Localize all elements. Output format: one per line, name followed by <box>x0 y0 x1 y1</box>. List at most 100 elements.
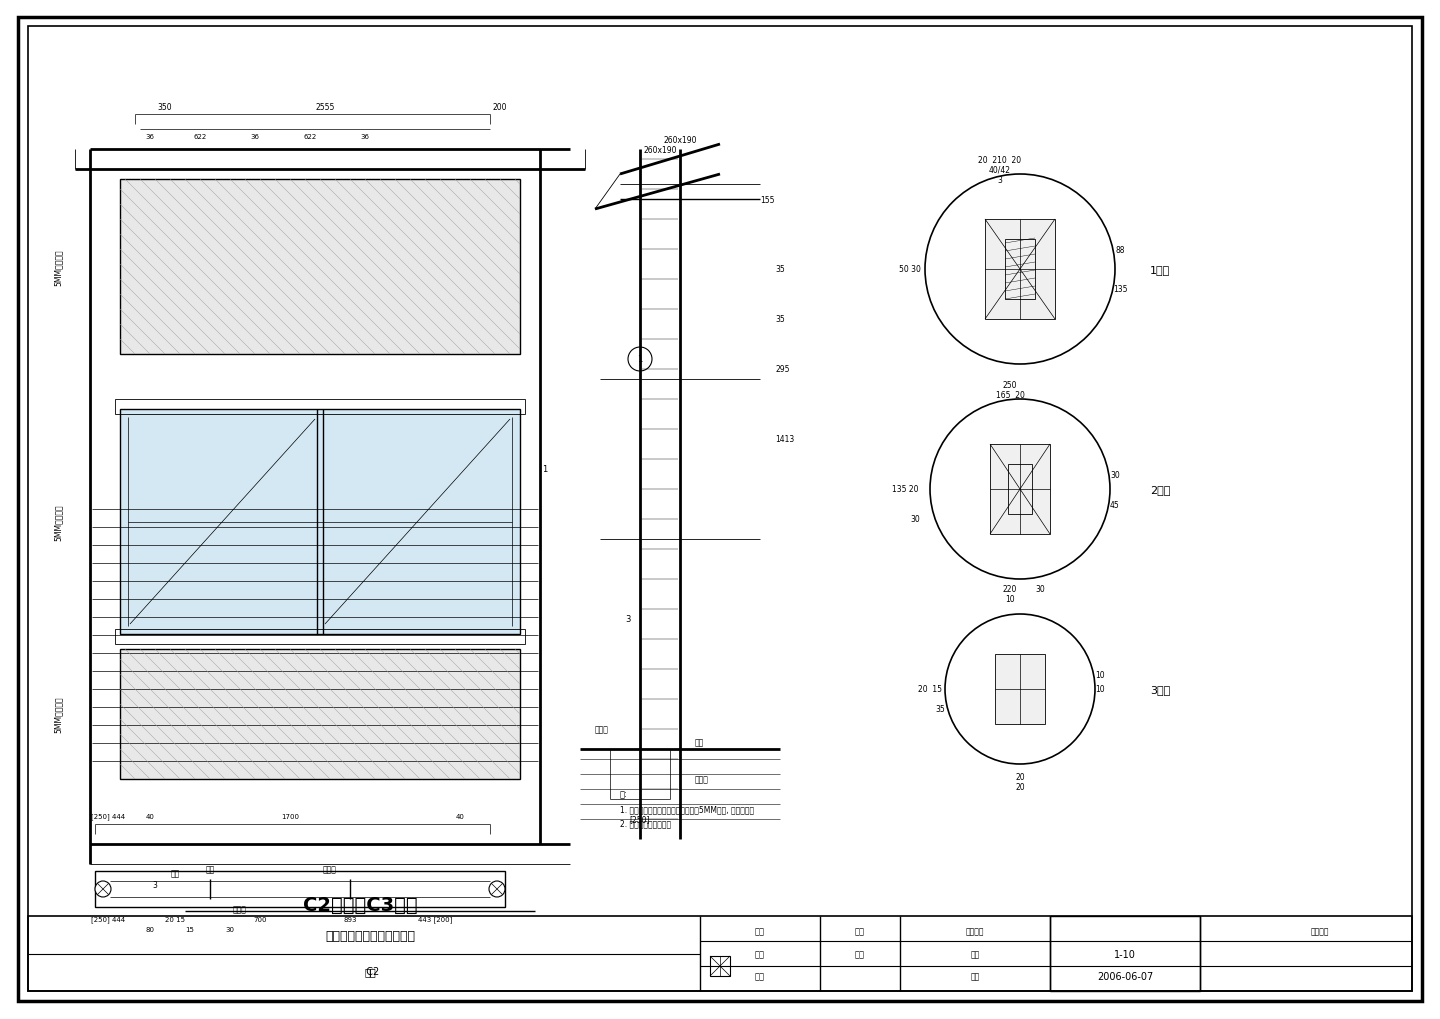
Text: 1: 1 <box>638 356 642 364</box>
Text: 3: 3 <box>625 614 631 624</box>
Text: 1: 1 <box>543 465 547 474</box>
Bar <box>1005 239 1035 300</box>
Text: 1-10: 1-10 <box>1115 949 1136 959</box>
Text: 地板: 地板 <box>696 738 704 747</box>
Bar <box>995 654 1045 725</box>
Circle shape <box>490 881 505 897</box>
Text: 3: 3 <box>998 175 1002 184</box>
Bar <box>27 916 1413 991</box>
Text: [250]: [250] <box>629 815 651 823</box>
Text: 20: 20 <box>1015 782 1025 791</box>
Text: 混凝土: 混凝土 <box>696 774 708 784</box>
Text: 披管: 披管 <box>170 868 180 877</box>
Text: 622: 622 <box>193 133 206 140</box>
Text: 36: 36 <box>145 133 154 140</box>
Text: 220: 220 <box>1002 585 1017 594</box>
Text: 88: 88 <box>1115 246 1125 255</box>
Text: 安宁寄养点儿童木制活动室: 安宁寄养点儿童木制活动室 <box>325 929 415 943</box>
Text: 1700: 1700 <box>281 813 300 819</box>
Bar <box>120 649 520 780</box>
Text: 审核: 审核 <box>755 971 765 980</box>
Text: 10: 10 <box>1096 685 1104 694</box>
Bar <box>985 220 1056 320</box>
Text: 校核: 校核 <box>755 950 765 959</box>
Text: 36: 36 <box>360 133 370 140</box>
Text: 2006-06-07: 2006-06-07 <box>1097 971 1153 981</box>
Bar <box>991 444 1050 535</box>
Text: 5MM乳化玻璃: 5MM乳化玻璃 <box>53 249 62 285</box>
Circle shape <box>924 175 1115 365</box>
Circle shape <box>945 614 1094 764</box>
Text: 1. 玻璃压条与玻璃之间所有处须填充5MM凹槽, 打胶须做。: 1. 玻璃压条与玻璃之间所有处须填充5MM凹槽, 打胶须做。 <box>621 805 755 814</box>
Text: 250: 250 <box>1002 380 1017 389</box>
Text: 固定窗: 固定窗 <box>323 865 337 873</box>
Text: 260x190: 260x190 <box>644 146 677 154</box>
Text: 接连节: 接连节 <box>233 905 246 914</box>
Text: 200: 200 <box>492 102 507 111</box>
Text: 张璇: 张璇 <box>855 950 865 959</box>
Text: 40: 40 <box>455 813 465 819</box>
Text: 20: 20 <box>1015 771 1025 781</box>
Text: 设计: 设计 <box>755 926 765 935</box>
Text: 20 15: 20 15 <box>166 916 184 922</box>
Text: 45: 45 <box>1110 500 1120 510</box>
Text: 700: 700 <box>253 916 266 922</box>
Circle shape <box>95 881 111 897</box>
Text: 青石板: 青石板 <box>595 725 609 734</box>
Text: 5MM乳化玻璃: 5MM乳化玻璃 <box>53 696 62 733</box>
Text: 40: 40 <box>145 813 154 819</box>
Bar <box>120 179 520 355</box>
Text: 893: 893 <box>343 916 357 922</box>
Text: 35: 35 <box>775 265 785 274</box>
Text: 35: 35 <box>935 705 945 713</box>
Text: 日期: 日期 <box>971 971 979 980</box>
Text: 155: 155 <box>760 196 775 204</box>
Text: 1大样: 1大样 <box>1151 265 1171 275</box>
Text: 10: 10 <box>1005 595 1015 604</box>
Text: 比例: 比例 <box>971 950 979 959</box>
Text: 30: 30 <box>1035 585 1045 594</box>
Text: 1413: 1413 <box>775 435 795 444</box>
Text: 5MM钢化玻璃: 5MM钢化玻璃 <box>53 503 62 540</box>
Text: [250] 444: [250] 444 <box>91 916 125 922</box>
Text: 36: 36 <box>251 133 259 140</box>
Text: 2. 披窗立柱挂上布条。: 2. 披窗立柱挂上布条。 <box>621 818 671 827</box>
Circle shape <box>930 399 1110 580</box>
Text: 135: 135 <box>1113 285 1128 294</box>
Text: 图纸编号: 图纸编号 <box>966 926 985 935</box>
Text: 260x190: 260x190 <box>664 136 697 145</box>
Text: 80: 80 <box>145 926 154 932</box>
Text: 2555: 2555 <box>315 102 334 111</box>
Text: [250] 444: [250] 444 <box>91 813 125 819</box>
Text: 350: 350 <box>158 102 173 111</box>
Bar <box>115 630 526 644</box>
Bar <box>115 399 526 415</box>
Text: 3: 3 <box>153 880 157 890</box>
Text: 10: 10 <box>1096 669 1104 679</box>
Text: 35: 35 <box>775 315 785 324</box>
Bar <box>120 410 520 635</box>
Text: 20  210  20: 20 210 20 <box>978 155 1021 164</box>
Text: 40/42: 40/42 <box>989 165 1011 174</box>
Bar <box>710 956 730 976</box>
Text: 295: 295 <box>775 365 789 374</box>
Text: 622: 622 <box>304 133 317 140</box>
Bar <box>95 871 505 907</box>
Text: 2大样: 2大样 <box>1151 484 1171 494</box>
Text: 50 30: 50 30 <box>899 265 922 274</box>
Text: C2: C2 <box>360 966 380 976</box>
Text: 165  20: 165 20 <box>995 390 1024 399</box>
Text: 20  15: 20 15 <box>919 685 942 694</box>
Text: 3大样: 3大样 <box>1151 685 1171 694</box>
Text: 135 20: 135 20 <box>891 485 919 494</box>
Text: 张璇: 张璇 <box>855 926 865 935</box>
Text: 披窗: 披窗 <box>206 865 215 873</box>
Text: 总图纸数: 总图纸数 <box>1310 926 1329 935</box>
Bar <box>1008 465 1032 515</box>
Text: 图门: 图门 <box>364 966 376 976</box>
Bar <box>1050 916 1200 991</box>
Text: C2腰窗及C3披窗: C2腰窗及C3披窗 <box>302 895 418 914</box>
Text: 30: 30 <box>1110 470 1120 479</box>
Text: 15: 15 <box>186 926 194 932</box>
Text: 注:: 注: <box>621 790 628 799</box>
